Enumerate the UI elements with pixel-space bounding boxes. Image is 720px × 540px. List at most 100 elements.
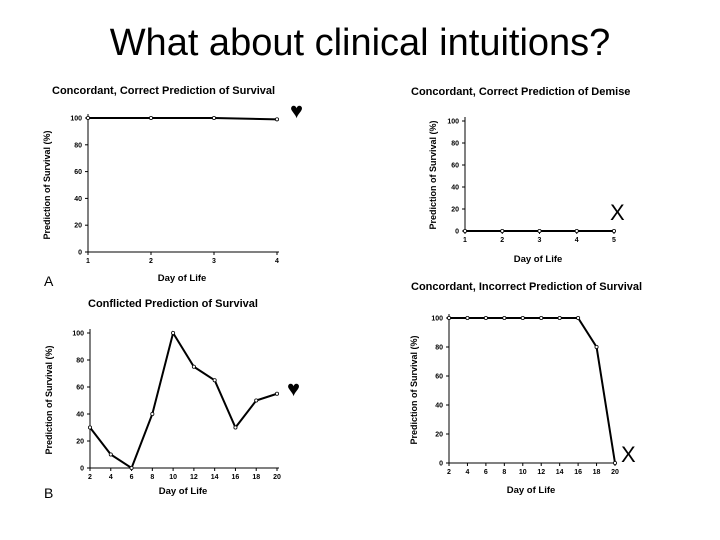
y-tick-label: 40 <box>76 412 84 419</box>
slide-title: What about clinical intuitions? <box>109 22 611 64</box>
x-tick-label: 2 <box>149 258 153 265</box>
y-tick-label: 60 <box>435 374 443 381</box>
data-point <box>86 116 91 121</box>
data-point <box>576 315 581 320</box>
data-point <box>150 411 155 416</box>
x-axis-label: Day of Life <box>507 485 556 496</box>
y-tick-label: 60 <box>451 163 459 170</box>
x-tick-label: 14 <box>211 474 219 481</box>
y-axis-label: Prediction of Survival (%) <box>409 335 419 444</box>
y-tick-label: 20 <box>74 223 82 230</box>
panel-label: B <box>44 485 53 501</box>
x-tick-label: 18 <box>252 474 260 481</box>
data-point <box>520 315 525 320</box>
x-axis-label: Day of Life <box>159 486 208 497</box>
heart-icon: ♥ <box>290 98 303 123</box>
data-point <box>446 315 451 320</box>
y-tick-label: 80 <box>451 141 459 148</box>
x-tick-label: 3 <box>212 258 216 265</box>
y-tick-label: 80 <box>435 345 443 352</box>
data-point <box>129 465 134 470</box>
data-point <box>613 460 618 465</box>
y-tick-label: 20 <box>451 207 459 214</box>
x-tick-label: 1 <box>463 237 467 244</box>
x-tick-label: 8 <box>150 474 154 481</box>
y-tick-label: 80 <box>74 142 82 149</box>
x-tick-label: 1 <box>86 258 90 265</box>
x-tick-label: 8 <box>502 469 506 476</box>
y-tick-label: 100 <box>447 119 459 126</box>
chart-title: Conflicted Prediction of Survival <box>88 298 258 310</box>
series-line <box>449 317 616 464</box>
data-point <box>88 425 93 430</box>
x-mark-icon: X <box>610 200 625 225</box>
series-line <box>88 117 278 121</box>
y-tick-label: 40 <box>435 403 443 410</box>
data-point <box>483 315 488 320</box>
data-point <box>465 315 470 320</box>
data-point <box>500 228 505 233</box>
data-point <box>462 228 467 233</box>
x-tick-label: 4 <box>575 237 579 244</box>
y-axis-label: Prediction of Survival (%) <box>428 120 438 229</box>
y-axis-label: Prediction of Survival (%) <box>42 130 52 239</box>
y-tick-label: 100 <box>70 116 82 123</box>
data-point <box>574 228 579 233</box>
data-point <box>108 452 113 457</box>
x-tick-label: 12 <box>190 474 198 481</box>
x-axis-label: Day of Life <box>514 254 563 265</box>
y-axis-label: Prediction of Survival (%) <box>44 345 54 454</box>
y-tick-label: 80 <box>76 358 84 365</box>
chart-title: Concordant, Correct Prediction of Demise <box>411 86 630 98</box>
chart-b: Conflicted Prediction of Survival 0 20 40 60… <box>44 298 300 501</box>
chart-title: Concordant, Correct Prediction of Surviv… <box>52 85 275 97</box>
x-tick-label: 20 <box>611 469 619 476</box>
chart-a: Concordant, Correct Prediction of Surviv… <box>42 85 303 289</box>
x-tick-label: 10 <box>519 469 527 476</box>
heart-icon: ♥ <box>287 376 300 401</box>
y-tick-label: 100 <box>431 316 443 323</box>
data-point <box>539 315 544 320</box>
x-tick-label: 2 <box>500 237 504 244</box>
y-tick-label: 0 <box>455 229 459 236</box>
y-tick-label: 0 <box>78 250 82 257</box>
y-tick-label: 100 <box>72 331 84 338</box>
y-tick-label: 40 <box>451 185 459 192</box>
chart-tr: Concordant, Correct Prediction of Demise… <box>411 86 630 265</box>
chart-br: Concordant, Incorrect Prediction of Surv… <box>409 281 642 496</box>
data-point <box>557 315 562 320</box>
data-point <box>211 116 216 121</box>
x-tick-label: 14 <box>556 469 564 476</box>
y-tick-label: 60 <box>76 385 84 392</box>
x-tick-label: 5 <box>612 237 616 244</box>
data-point <box>594 344 599 349</box>
y-tick-label: 20 <box>435 432 443 439</box>
x-tick-label: 16 <box>232 474 240 481</box>
data-point <box>171 330 176 335</box>
data-point <box>212 378 217 383</box>
x-tick-label: 10 <box>169 474 177 481</box>
x-tick-label: 6 <box>484 469 488 476</box>
x-tick-label: 18 <box>593 469 601 476</box>
y-tick-label: 0 <box>80 466 84 473</box>
data-point <box>502 315 507 320</box>
x-tick-label: 4 <box>109 474 113 481</box>
data-point <box>148 116 153 121</box>
data-point <box>537 228 542 233</box>
data-point <box>233 425 238 430</box>
data-point <box>274 117 279 122</box>
y-tick-label: 20 <box>76 439 84 446</box>
y-tick-label: 60 <box>74 169 82 176</box>
data-point <box>612 228 617 233</box>
data-point <box>254 398 259 403</box>
x-axis-label: Day of Life <box>158 273 207 284</box>
chart-title: Concordant, Incorrect Prediction of Surv… <box>411 281 642 293</box>
data-point <box>274 391 279 396</box>
series-line <box>89 330 278 470</box>
y-tick-label: 40 <box>74 196 82 203</box>
x-tick-label: 12 <box>537 469 545 476</box>
data-point <box>191 364 196 369</box>
x-tick-label: 4 <box>465 469 469 476</box>
y-tick-label: 0 <box>439 461 443 468</box>
x-tick-label: 2 <box>88 474 92 481</box>
